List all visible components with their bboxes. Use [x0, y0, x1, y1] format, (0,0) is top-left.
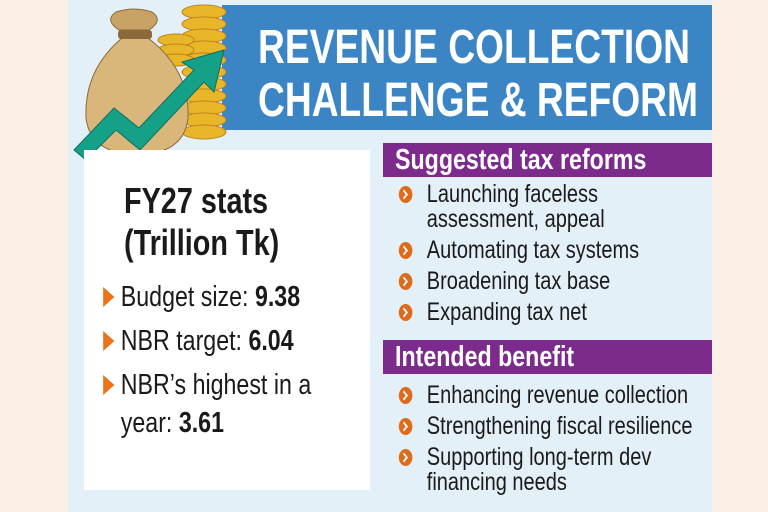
list-item: Launching faceless assessment, appeal	[398, 182, 710, 232]
list-text: Launching faceless assessment, appeal	[426, 180, 605, 233]
stat-item: NBR target: 6.04	[100, 322, 356, 360]
title-line: CHALLENGE & REFORM	[258, 74, 698, 127]
bullet-triangle	[103, 375, 115, 395]
list-item: Automating tax systems	[398, 238, 710, 263]
list-text: Automating tax systems	[426, 236, 640, 264]
list-text: Broadening tax base	[426, 267, 611, 295]
bullet-dot	[398, 273, 413, 290]
bullet-dot	[398, 186, 413, 203]
stats-box: FY27 stats (Trillion Tk) Budget size: 9.…	[84, 150, 370, 490]
bullet-dot	[398, 418, 413, 435]
stat-item: Budget size: 9.38	[100, 278, 356, 316]
stat-value: 3.61	[178, 407, 224, 439]
stats-heading: FY27 stats (Trillion Tk)	[124, 180, 364, 264]
section-header: Suggested tax reforms	[383, 143, 712, 177]
bullet-triangle	[103, 331, 115, 351]
list-text: Enhancing revenue collection	[426, 381, 689, 409]
reform-list: Launching faceless assessment, appeal Aut…	[398, 182, 710, 331]
stat-value: 9.38	[254, 281, 301, 313]
bullet-dot	[398, 304, 413, 321]
stat-value: 6.04	[248, 325, 294, 357]
list-text: Supporting long-term dev financing needs	[426, 443, 652, 496]
bullet-dot	[398, 242, 413, 259]
list-item: Strengthening fiscal resilience	[398, 414, 710, 439]
list-item: Supporting long-term dev financing needs	[398, 445, 710, 495]
title: REVENUE COLLECTION CHALLENGE & REFORM	[258, 21, 698, 127]
title-line: REVENUE COLLECTION	[258, 21, 690, 74]
bullet-triangle	[103, 287, 115, 307]
stat-label: NBR’s highest in a year:	[120, 369, 312, 439]
stat-item: NBR’s highest in a year: 3.61	[100, 366, 356, 442]
title-band: REVENUE COLLECTION CHALLENGE & REFORM	[222, 5, 712, 130]
stat-label: NBR target:	[120, 325, 242, 357]
stats-heading-line: FY27 stats	[124, 180, 269, 221]
money-icon	[73, 4, 227, 160]
section-title: Suggested tax reforms	[395, 144, 647, 176]
stats-list: Budget size: 9.38 NBR target: 6.04 NBR’s h…	[100, 278, 356, 448]
bullet-dot	[398, 449, 413, 466]
stat-label: Budget size:	[120, 281, 249, 313]
list-item: Enhancing revenue collection	[398, 383, 710, 408]
list-text: Expanding tax net	[426, 298, 587, 326]
list-item: Expanding tax net	[398, 300, 710, 325]
section-header: Intended benefit	[383, 340, 712, 374]
benefit-list: Enhancing revenue collection Strengthenin…	[398, 383, 710, 501]
stats-heading-line: (Trillion Tk)	[124, 222, 280, 263]
section-title: Intended benefit	[395, 341, 575, 373]
bullet-dot	[398, 387, 413, 404]
list-text: Strengthening fiscal resilience	[426, 412, 693, 440]
list-item: Broadening tax base	[398, 269, 710, 294]
